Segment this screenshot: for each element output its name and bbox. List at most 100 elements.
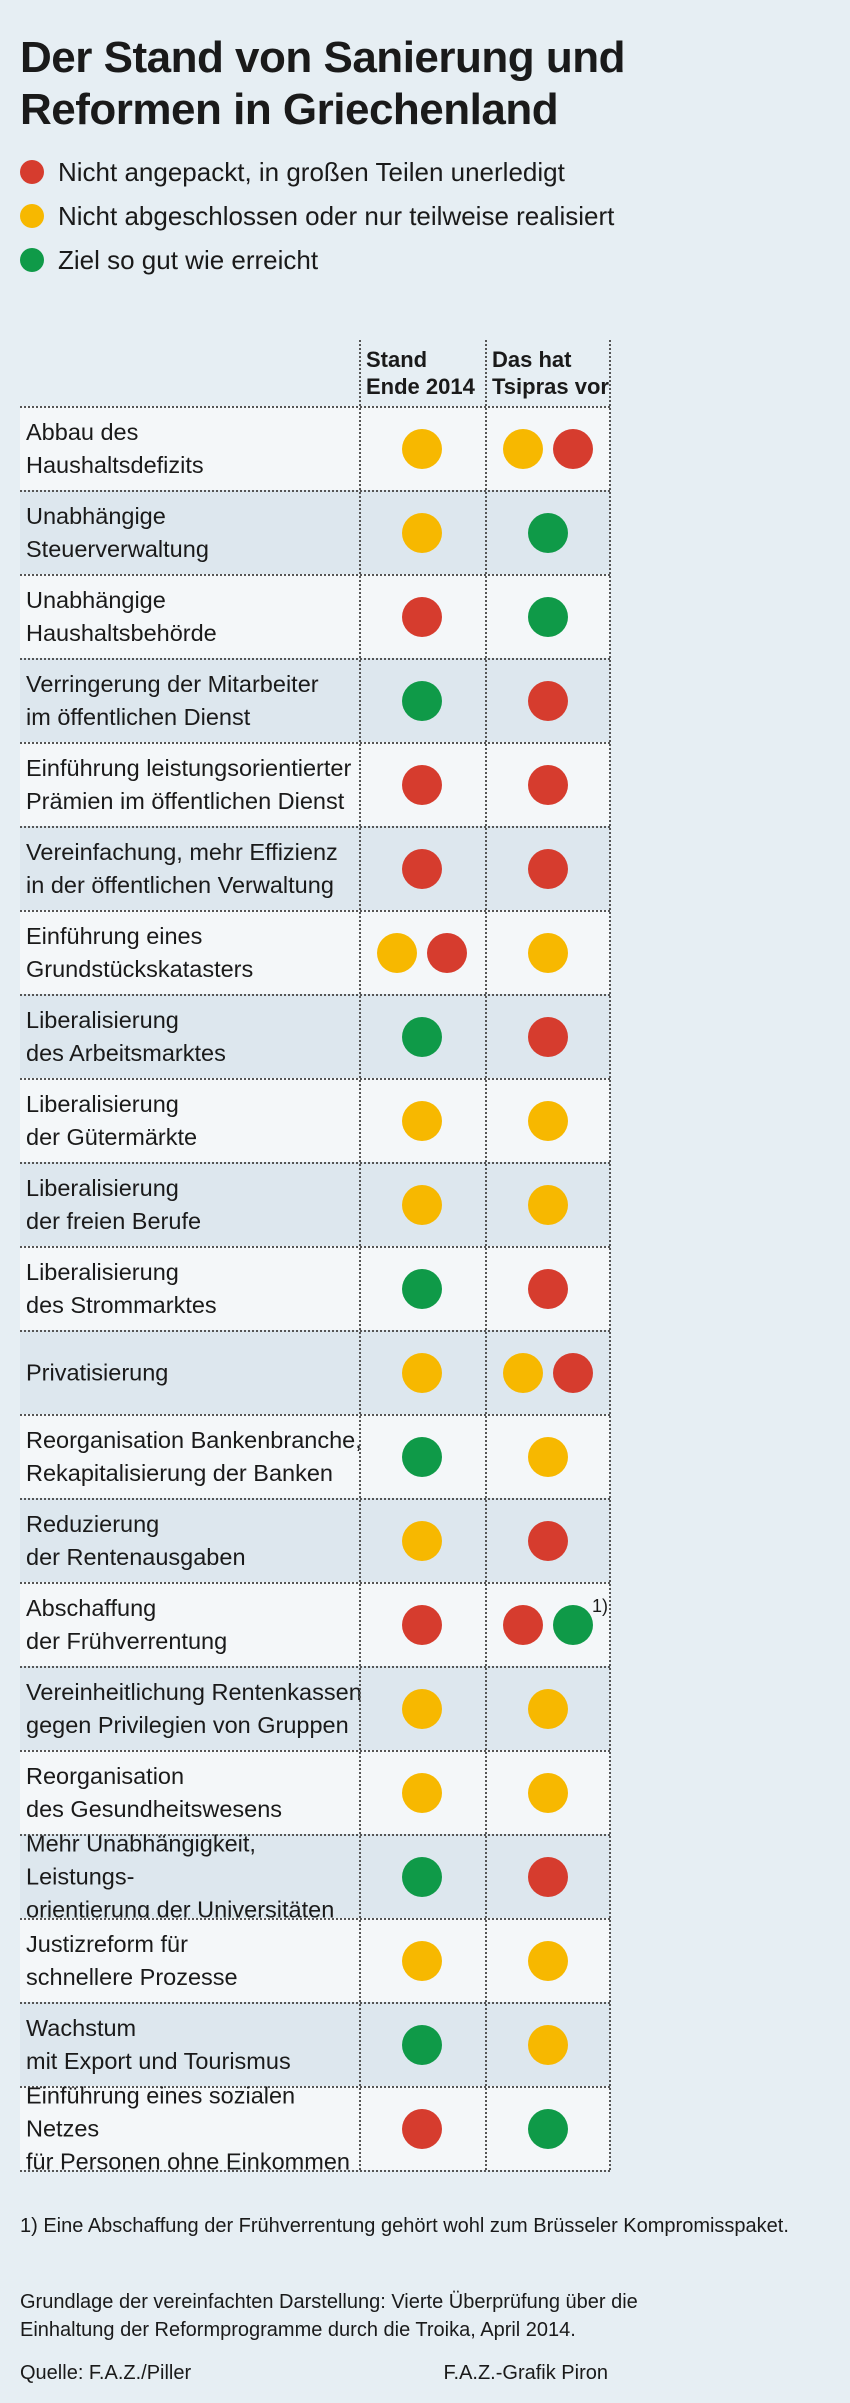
row-label-line: Justizreform für xyxy=(26,1931,188,1957)
row-label: Verringerung der Mitarbeiter im öffentlic… xyxy=(26,668,366,734)
table-row: Einführung eines sozialen Netzes für Pers… xyxy=(20,2083,610,2175)
column-divider xyxy=(359,340,361,2170)
status-cell-tsipras xyxy=(486,2004,610,2086)
status-cell-stand xyxy=(360,2004,484,2086)
row-label-line: Liberalisierung xyxy=(26,1007,179,1033)
yellow-status-dot xyxy=(402,1185,442,1225)
table-row: Abbau des Haushaltsdefizits xyxy=(20,406,610,490)
status-cell-tsipras xyxy=(486,912,610,994)
yellow-status-dot xyxy=(402,1689,442,1729)
table-row: Liberalisierung des Arbeitsmarktes xyxy=(20,994,610,1078)
row-label-line: mit Export und Tourismus xyxy=(26,2048,291,2074)
yellow-status-dot xyxy=(528,933,568,973)
yellow-status-dot xyxy=(528,1689,568,1729)
green-status-dot xyxy=(528,513,568,553)
table-row: Liberalisierung der freien Berufe xyxy=(20,1162,610,1246)
column-header-tsipras: Das hat Tsipras vor xyxy=(492,346,609,400)
row-label: Abbau des Haushaltsdefizits xyxy=(26,416,366,482)
status-cell-tsipras xyxy=(486,660,610,742)
row-label-line: Prämien im öffentlichen Dienst xyxy=(26,788,345,814)
status-cell-stand xyxy=(360,996,484,1078)
status-cell-stand xyxy=(360,408,484,490)
yellow-status-dot xyxy=(528,1773,568,1813)
status-cell-tsipras xyxy=(486,1080,610,1162)
row-label-line: Abschaffung xyxy=(26,1595,157,1621)
legend-item-red: Nicht angepackt, in großen Teilen unerle… xyxy=(20,150,614,194)
table-header: Stand Ende 2014 Das hat Tsipras vor xyxy=(20,340,610,406)
yellow-status-dot xyxy=(503,429,543,469)
table-bottom-border xyxy=(20,2170,610,2172)
column-divider xyxy=(609,340,611,2170)
status-cell-stand xyxy=(360,1584,484,1666)
row-label: Justizreform für schnellere Prozesse xyxy=(26,1928,366,1994)
table-row: Mehr Unabhängigkeit, Leistungs-orientier… xyxy=(20,1831,610,1923)
status-cell-stand xyxy=(360,1500,484,1582)
legend-label: Nicht abgeschlossen oder nur teilweise r… xyxy=(58,200,615,231)
row-label-line: im öffentlichen Dienst xyxy=(26,704,251,730)
yellow-status-dot xyxy=(402,1773,442,1813)
row-label-line: Liberalisierung xyxy=(26,1091,179,1117)
row-label-line: Einführung leistungsorientierter xyxy=(26,755,352,781)
status-cell-tsipras xyxy=(486,1752,610,1834)
yellow-dot-icon xyxy=(20,204,44,228)
red-status-dot xyxy=(553,429,593,469)
status-cell-stand xyxy=(360,1248,484,1330)
red-status-dot xyxy=(402,597,442,637)
status-cell-stand xyxy=(360,1752,484,1834)
status-cell-tsipras xyxy=(486,1836,610,1918)
row-label-line: Reorganisation Bankenbranche, xyxy=(26,1427,362,1453)
table-row: Unabhängige Haushaltsbehörde xyxy=(20,574,610,658)
row-label: Reduzierung der Rentenausgaben xyxy=(26,1508,366,1574)
status-cell-tsipras xyxy=(486,1164,610,1246)
red-status-dot xyxy=(402,2109,442,2149)
status-cell-stand xyxy=(360,1416,484,1498)
row-label-line: schnellere Prozesse xyxy=(26,1964,238,1990)
status-cell-tsipras xyxy=(486,492,610,574)
red-status-dot xyxy=(402,849,442,889)
row-label-line: des Gesundheitswesens xyxy=(26,1796,283,1822)
row-label-line: Liberalisierung xyxy=(26,1259,179,1285)
column-header-line: Stand xyxy=(366,347,428,372)
yellow-status-dot xyxy=(528,1437,568,1477)
status-cell-tsipras xyxy=(486,1668,610,1750)
green-status-dot xyxy=(402,2025,442,2065)
row-label-line: für Personen ohne Einkommen xyxy=(26,2148,350,2175)
status-cell-stand xyxy=(360,744,484,826)
red-status-dot xyxy=(528,765,568,805)
status-cell-tsipras xyxy=(486,1332,610,1414)
row-label: Einführung eines Grundstückskatasters xyxy=(26,920,366,986)
table-row: Abschaffung der Frühverrentung 1) xyxy=(20,1582,610,1666)
yellow-status-dot xyxy=(402,1353,442,1393)
yellow-status-dot xyxy=(503,1353,543,1393)
row-label-line: Abbau des xyxy=(26,419,139,445)
row-label: Liberalisierung der Gütermärkte xyxy=(26,1088,366,1154)
status-cell-tsipras xyxy=(486,408,610,490)
row-label: Reorganisation Bankenbranche, Rekapitalis… xyxy=(26,1424,366,1490)
status-cell-stand xyxy=(360,1836,484,1918)
row-label-line: in der öffentlichen Verwaltung xyxy=(26,872,334,898)
column-header-line: Tsipras vor xyxy=(492,374,609,399)
status-cell-tsipras xyxy=(486,1248,610,1330)
green-status-dot xyxy=(528,597,568,637)
row-label-line: des Arbeitsmarktes xyxy=(26,1040,226,1066)
column-header-line: Das hat xyxy=(492,347,572,372)
status-cell-tsipras xyxy=(486,1416,610,1498)
page-title: Der Stand von Sanierung und Reformen in … xyxy=(20,33,626,134)
table-row: Vereinheitlichung Rentenkassen gegen Priv… xyxy=(20,1666,610,1750)
row-label: Liberalisierung der freien Berufe xyxy=(26,1172,366,1238)
green-status-dot xyxy=(402,1269,442,1309)
green-status-dot xyxy=(402,1437,442,1477)
row-label-line: Haushaltsdefizits xyxy=(26,452,204,478)
red-status-dot xyxy=(528,1521,568,1561)
row-label-line: der Gütermärkte xyxy=(26,1124,198,1150)
table-row: Reorganisation des Gesundheitswesens xyxy=(20,1750,610,1834)
status-cell-tsipras xyxy=(486,2088,610,2170)
green-status-dot xyxy=(402,1857,442,1897)
status-cell-stand xyxy=(360,1080,484,1162)
table-row: Verringerung der Mitarbeiter im öffentlic… xyxy=(20,658,610,742)
table-row: Reorganisation Bankenbranche, Rekapitalis… xyxy=(20,1414,610,1498)
yellow-status-dot xyxy=(528,2025,568,2065)
row-label: Reorganisation des Gesundheitswesens xyxy=(26,1760,366,1826)
status-cell-tsipras xyxy=(486,1500,610,1582)
status-cell-stand xyxy=(360,912,484,994)
